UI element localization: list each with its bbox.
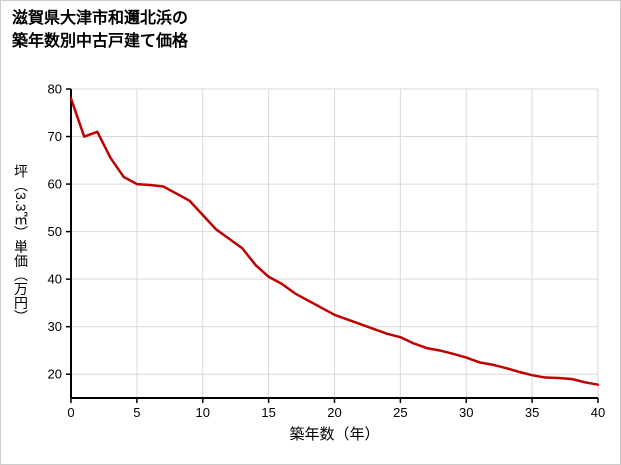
price-series-line (69, 97, 600, 386)
x-tick-label: 25 (393, 405, 407, 420)
y-tick-label: 50 (48, 224, 62, 239)
y-axis-label: 坪（3.3㎡）単価（万円） (13, 163, 29, 324)
chart-title-line2: 築年数別中古戸建て価格 (12, 33, 189, 51)
y-tick-label: 20 (48, 367, 62, 382)
y-tick-label: 70 (48, 129, 62, 144)
y-tick-label: 80 (48, 82, 62, 97)
x-tick-label: 20 (327, 405, 341, 420)
x-tick-label: 5 (133, 405, 140, 420)
x-tick-label: 0 (67, 405, 74, 420)
x-tick-label: 10 (196, 405, 210, 420)
y-tick-label: 30 (48, 319, 62, 334)
x-tick-label: 15 (261, 405, 275, 420)
x-axis-label: 築年数（年） (289, 426, 380, 443)
chart-title: 滋賀県大津市和邇北浜の 築年数別中古戸建て価格 (12, 7, 188, 53)
y-tick-label: 60 (48, 177, 62, 192)
x-tick-label: 40 (591, 405, 605, 420)
x-tick-label: 30 (459, 405, 473, 420)
y-tick-label: 40 (48, 272, 62, 287)
chart-title-line1: 滋賀県大津市和邇北浜の (12, 10, 189, 27)
x-tick-label: 35 (525, 405, 539, 420)
